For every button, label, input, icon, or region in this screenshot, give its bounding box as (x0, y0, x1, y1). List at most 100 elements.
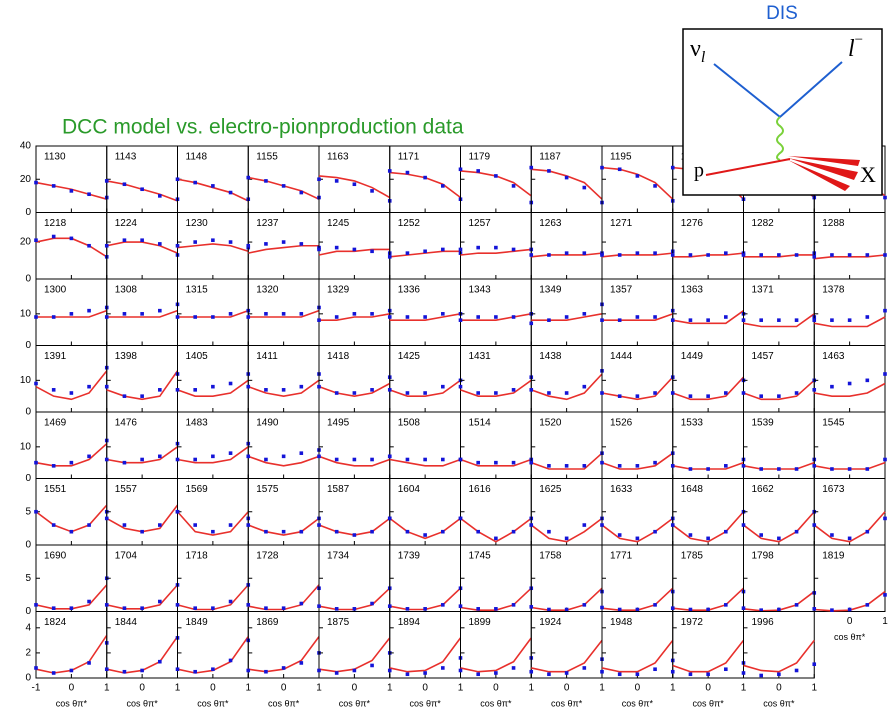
data-point (706, 318, 710, 322)
model-curve (814, 382, 886, 397)
data-point (441, 184, 445, 188)
data-point (317, 523, 321, 527)
x-axis-label: cos θπ* (551, 698, 583, 708)
panel-label: 1245 (327, 218, 350, 229)
data-point (759, 467, 763, 471)
proton-line (705, 158, 791, 176)
data-point (476, 672, 480, 677)
data-point (87, 454, 91, 459)
data-point (405, 607, 410, 611)
data-point (334, 607, 339, 611)
data-point (865, 253, 870, 257)
panel-label: 1551 (44, 484, 67, 495)
model-curve (531, 639, 603, 673)
data-point (865, 315, 870, 319)
panel-label: 1187 (539, 152, 561, 163)
data-point (51, 234, 56, 239)
data-point (741, 606, 746, 610)
model-curve (389, 313, 461, 321)
panel-label: 1625 (539, 484, 562, 495)
data-point (688, 607, 693, 612)
data-point (405, 170, 410, 175)
data-point (547, 253, 551, 257)
data-point (847, 536, 852, 541)
data-point (423, 175, 427, 180)
data-point (441, 457, 445, 462)
data-point (830, 253, 834, 257)
x-axis-label: cos θπ* (834, 632, 866, 642)
panel-label: 1148 (186, 152, 208, 163)
model-curve (318, 455, 391, 467)
data-point (600, 253, 604, 257)
panel-label: 1849 (186, 617, 209, 628)
data-point (193, 240, 197, 244)
data-point (246, 523, 251, 527)
panel-label: 1336 (398, 285, 421, 296)
data-point (653, 603, 657, 607)
panel-label: 1343 (469, 285, 492, 296)
panel-label: 1569 (186, 484, 209, 495)
data-point (458, 457, 463, 462)
data-point (600, 523, 604, 527)
model-curve (672, 376, 745, 401)
y-tick-label: 0 (25, 673, 31, 684)
data-point (511, 529, 516, 534)
data-point (741, 391, 746, 395)
data-point (299, 601, 304, 606)
data-point (476, 315, 480, 319)
data-point (104, 243, 109, 248)
data-point (582, 666, 587, 670)
data-point (281, 184, 286, 188)
data-point (476, 391, 480, 395)
data-point (228, 190, 233, 195)
panel-label: 1425 (398, 351, 421, 362)
panel-label: 1271 (610, 218, 633, 229)
panel-label: 1300 (44, 285, 67, 296)
data-point (670, 318, 675, 322)
data-point (405, 672, 410, 677)
data-point (653, 460, 657, 465)
panel-label: 1438 (539, 351, 562, 362)
data-point (370, 312, 374, 316)
data-point (175, 457, 180, 462)
model-curve (814, 316, 886, 328)
data-point (688, 318, 693, 322)
data-point (759, 533, 763, 537)
y-tick-label: 0 (25, 274, 31, 285)
panel-label: 1378 (822, 285, 845, 296)
data-point (211, 667, 215, 672)
data-point (759, 253, 763, 257)
data-point (405, 391, 410, 395)
model-curve (743, 511, 815, 543)
data-point (69, 391, 74, 395)
model-curve (106, 504, 179, 533)
data-point (317, 318, 321, 322)
data-point (706, 394, 710, 398)
data-point (34, 603, 38, 607)
data-point (582, 603, 587, 607)
data-point (104, 667, 109, 672)
data-point (688, 533, 693, 537)
data-point (246, 454, 251, 459)
data-point (211, 384, 215, 389)
x-axis-label: cos θπ* (480, 698, 512, 708)
data-point (847, 467, 852, 471)
panel-label: 1633 (610, 484, 633, 495)
data-point (334, 529, 339, 534)
x-tick-label: 1 (741, 683, 747, 694)
y-tick-label: 0 (25, 540, 31, 551)
data-point (830, 467, 834, 471)
data-point (794, 253, 799, 257)
data-point (847, 607, 852, 612)
panel-label: 1718 (186, 551, 209, 562)
data-point (387, 454, 392, 459)
inset-title: DIS (766, 3, 798, 24)
model-curve (318, 382, 391, 397)
data-point (777, 536, 781, 541)
data-point (441, 666, 445, 670)
data-point (228, 312, 233, 316)
data-point (582, 464, 587, 468)
data-point (458, 384, 463, 389)
panel-label: 1508 (398, 418, 421, 429)
